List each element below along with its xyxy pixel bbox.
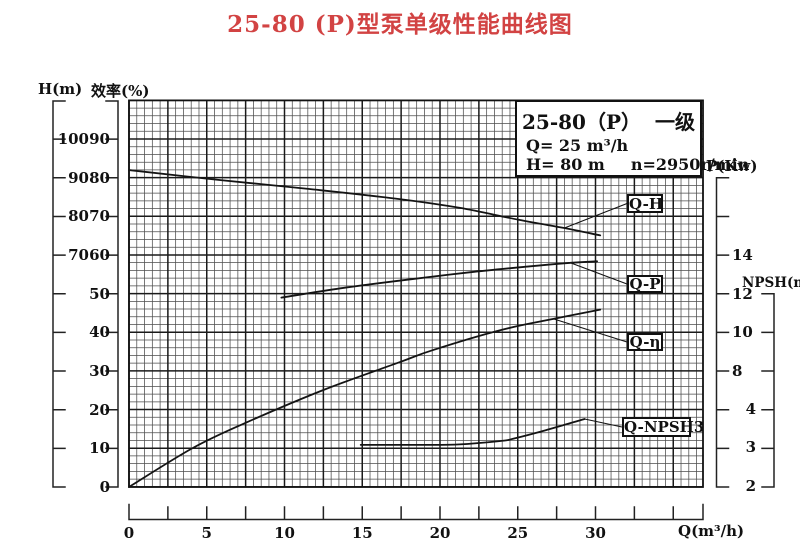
q-axis-tick-20: 20 — [429, 524, 451, 542]
p-axis-tick-14: 14 — [732, 246, 753, 265]
h-axis-tick-100: 100 — [57, 130, 89, 149]
eff-axis-tick-80: 80 — [89, 168, 110, 187]
h-axis-title: H(m) — [38, 80, 83, 98]
npsh-axis-title: NPSH(m) — [742, 275, 800, 291]
curve-q-p — [280, 260, 598, 299]
npsh-axis-tick-2: 2 — [745, 477, 756, 495]
rated-head-speed-line: H= 80 m n=2950r/min — [517, 155, 749, 174]
eff-axis-tick-20: 20 — [89, 400, 110, 419]
curve-label-qnpsh3: Q-NPSH3 — [622, 417, 705, 437]
curve-label-qh: Q-H — [627, 194, 664, 213]
leader-q- — [553, 318, 628, 343]
curve-q-h — [128, 169, 602, 237]
eff-axis-tick-40: 40 — [89, 323, 110, 342]
pump-model: 25-80（P） — [521, 110, 641, 134]
eff-axis-tick-30: 30 — [89, 362, 110, 381]
h-axis-tick-70: 70 — [68, 246, 89, 265]
pump-stage: 一级 — [655, 110, 695, 134]
curve-q- — [128, 308, 602, 488]
h-axis-tick-80: 80 — [68, 207, 89, 226]
curve-q-npsh3 — [359, 418, 586, 446]
eff-axis-tick-10: 10 — [89, 439, 110, 458]
rated-model-line: 25-80（P） 一级 — [517, 106, 700, 135]
q-axis-tick-30: 30 — [585, 524, 606, 542]
curve-label-qp: Q-P — [627, 275, 663, 293]
leader-q-p — [570, 262, 628, 285]
q-axis-tick-5: 5 — [201, 524, 212, 542]
q-axis-title: Q(m³/h) — [678, 522, 745, 540]
q-axis-tick-10: 10 — [274, 524, 295, 542]
eff-axis-tick-50: 50 — [89, 284, 110, 303]
p-axis-tick-8: 8 — [732, 362, 743, 381]
q-axis-tick-15: 15 — [351, 524, 373, 542]
h-axis-tick-90: 90 — [68, 168, 89, 187]
efficiency-axis-title: 效率(%) — [91, 82, 150, 100]
p-axis-tick-12: 12 — [732, 284, 753, 303]
page-title: 25-80 (P)型泵单级性能曲线图 — [227, 11, 573, 38]
eff-axis-tick-70: 70 — [89, 207, 110, 226]
q-axis-tick-0: 0 — [123, 524, 135, 542]
rated-speed: n=2950r/min — [630, 155, 750, 174]
p-axis-tick-10: 10 — [732, 323, 753, 342]
power-axis-title: P(Kw) — [706, 157, 758, 175]
eff-axis-tick-90: 90 — [89, 130, 110, 149]
rated-data-box: 25-80（P） 一级 Q= 25 m³/h H= 80 m n=2950r/min — [515, 100, 749, 177]
npsh-axis-tick-3: 3 — [745, 438, 756, 457]
q-axis-tick-25: 25 — [507, 524, 529, 542]
rated-head: H= 80 m — [526, 155, 605, 174]
npsh-axis-tick-4: 4 — [745, 399, 756, 418]
leader-q-npsh3 — [584, 418, 623, 428]
leader-q-h — [564, 202, 628, 229]
rated-flow-line: Q= 25 m³/h — [526, 136, 629, 155]
eff-axis-tick-60: 60 — [89, 246, 110, 265]
eff-axis-tick-0: 0 — [99, 478, 110, 496]
curve-label-qeta: Q-η — [627, 333, 663, 351]
